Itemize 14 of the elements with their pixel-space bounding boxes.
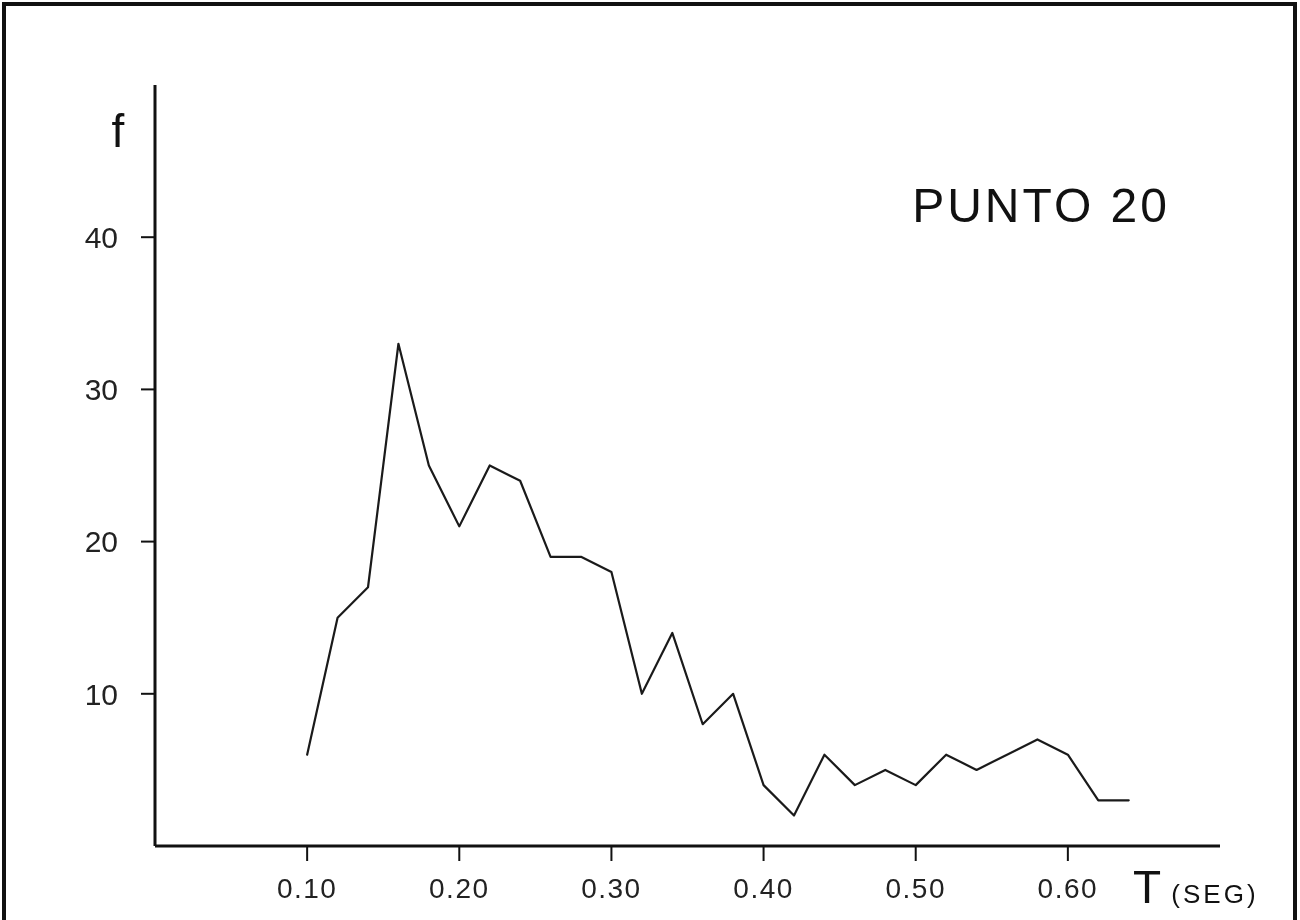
y-tick-label: 30 xyxy=(84,373,118,407)
y-tick-label: 10 xyxy=(84,677,118,711)
x-tick-label: 0.50 xyxy=(885,873,946,905)
x-tick-label: 0.30 xyxy=(581,873,642,905)
y-tick-label: 40 xyxy=(84,221,118,254)
text: PUNTO 20 xyxy=(912,179,1170,232)
y-axis-title: f xyxy=(111,105,125,157)
line-series xyxy=(306,342,1130,817)
x-tick-label: 0.10 xyxy=(276,873,338,905)
x-tick-label: 0.20 xyxy=(429,873,490,905)
x-tick-label: 0.40 xyxy=(733,873,794,905)
y-tick-label: 20 xyxy=(84,525,118,559)
x-axis-title: T (SEG) xyxy=(1133,861,1259,913)
x-tick-label: 0.60 xyxy=(1037,873,1099,905)
